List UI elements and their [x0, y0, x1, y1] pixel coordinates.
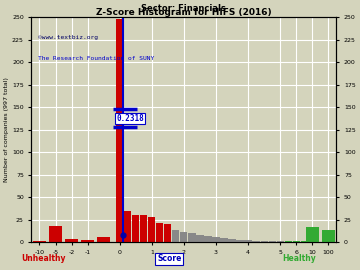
Bar — [261, 241, 268, 242]
Bar — [33, 241, 46, 242]
Bar — [180, 232, 188, 242]
Bar — [269, 241, 276, 242]
Bar — [81, 240, 94, 242]
Bar — [164, 224, 171, 242]
Title: Z-Score Histogram for HIFS (2016): Z-Score Histogram for HIFS (2016) — [96, 8, 272, 17]
Bar — [172, 230, 180, 242]
Text: Unhealthy: Unhealthy — [21, 254, 66, 263]
Text: Healthy: Healthy — [282, 254, 316, 263]
Bar — [148, 217, 156, 242]
Bar — [188, 233, 195, 242]
Text: 0.2318: 0.2318 — [117, 114, 144, 123]
Y-axis label: Number of companies (997 total): Number of companies (997 total) — [4, 77, 9, 182]
Bar — [284, 241, 292, 242]
Bar — [124, 211, 131, 242]
Bar — [97, 237, 110, 242]
Bar — [293, 241, 300, 242]
Bar — [301, 241, 308, 242]
Text: ©www.textbiz.org: ©www.textbiz.org — [37, 35, 98, 40]
Bar — [212, 237, 220, 242]
Bar — [322, 230, 335, 242]
Bar — [49, 226, 62, 242]
Bar — [237, 240, 244, 242]
Text: Score: Score — [157, 254, 181, 263]
Bar — [196, 235, 203, 242]
Bar — [306, 227, 319, 242]
Bar — [228, 239, 236, 242]
Bar — [220, 238, 228, 242]
Bar — [116, 19, 123, 242]
Text: The Research Foundation of SUNY: The Research Foundation of SUNY — [37, 56, 154, 60]
Bar — [65, 239, 78, 242]
Bar — [276, 241, 284, 242]
Bar — [132, 215, 139, 242]
Bar — [140, 215, 147, 242]
Bar — [156, 222, 163, 242]
Text: Sector: Financials: Sector: Financials — [141, 4, 226, 13]
Bar — [252, 241, 260, 242]
Bar — [244, 240, 252, 242]
Bar — [204, 236, 212, 242]
